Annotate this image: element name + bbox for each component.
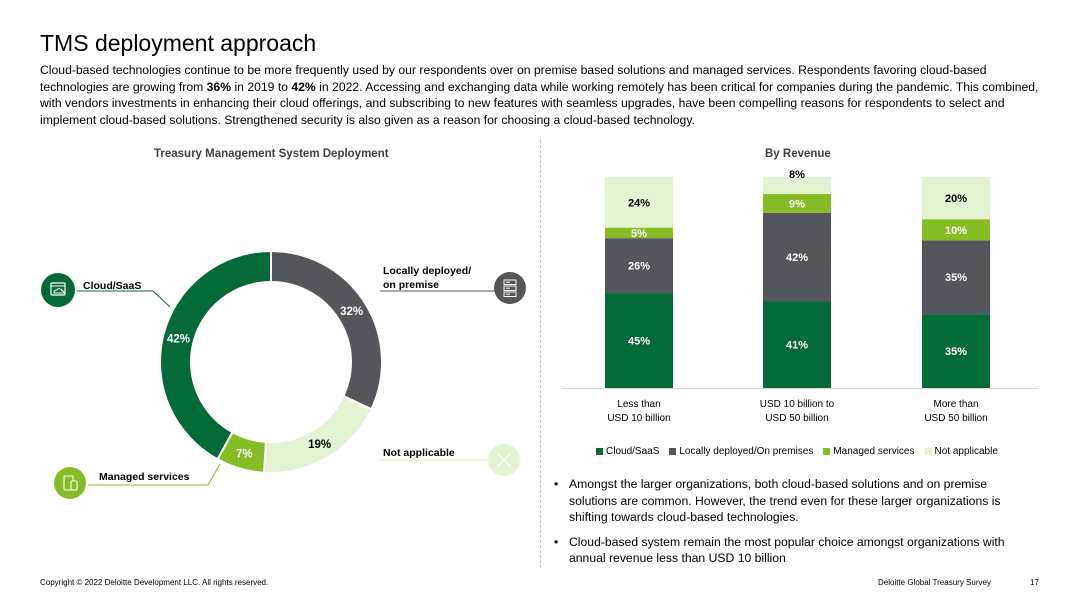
donut-slice-label: 32% bbox=[340, 306, 363, 318]
donut-slice-label: 7% bbox=[236, 449, 253, 461]
bar-segment bbox=[922, 314, 990, 388]
bar-data-label: 41% bbox=[786, 340, 808, 352]
donut-chart: 32% 19% 7% 42% bbox=[159, 249, 383, 474]
bar-data-label: 26% bbox=[628, 261, 650, 273]
server-icon bbox=[494, 272, 526, 304]
section-divider bbox=[540, 140, 541, 568]
bar-data-label: 20% bbox=[945, 193, 967, 205]
intro-paragraph: Cloud-based technologies continue to be … bbox=[40, 63, 1039, 127]
donut-slice-label: 42% bbox=[167, 333, 190, 345]
donut-slice bbox=[262, 394, 373, 474]
bar-data-label: 8% bbox=[789, 169, 805, 181]
x-tick-label: USD 50 billion bbox=[924, 413, 987, 424]
x-tick-label: More than bbox=[933, 399, 978, 410]
insight-bullets: Amongst the larger organizations, both c… bbox=[552, 476, 1022, 575]
x-tick-label: USD 10 billion to bbox=[760, 399, 835, 410]
callout-not-applicable-label: Not applicable bbox=[383, 447, 455, 459]
bar-segment bbox=[922, 219, 990, 241]
intro-bold-2019: 36% bbox=[206, 79, 232, 94]
callout-local-label: Locally deployed/on premise bbox=[383, 265, 472, 291]
cloud-window-icon bbox=[41, 273, 75, 307]
bar-segment bbox=[605, 238, 673, 294]
callout-cloud-label: Cloud/SaaS bbox=[83, 280, 142, 292]
bar-segment bbox=[605, 177, 673, 228]
footer-copyright: Copyright © 2022 Deloitte Development LL… bbox=[40, 578, 269, 587]
bar-data-label: 42% bbox=[786, 252, 808, 264]
legend-label: Cloud/SaaS bbox=[606, 446, 660, 457]
bar-chart-title: By Revenue bbox=[765, 148, 831, 160]
bar-segment bbox=[763, 212, 831, 302]
legend-item: Cloud/SaaS bbox=[596, 446, 659, 457]
legend-swatch bbox=[669, 448, 677, 455]
bar-segment bbox=[605, 293, 673, 388]
bar-segment bbox=[763, 193, 831, 213]
donut-slice bbox=[159, 249, 272, 461]
x-tick-label: USD 50 billion bbox=[765, 413, 828, 424]
bullet-item: Amongst the larger organizations, both c… bbox=[552, 476, 1022, 526]
footer-page-number: 17 bbox=[1030, 578, 1039, 587]
bar-segment bbox=[922, 177, 990, 220]
stacked-bar-chart: 45% 26% 5% 24% Less than USD 10 billion 41% 42%… bbox=[562, 169, 1038, 424]
legend-swatch bbox=[924, 448, 932, 455]
bar-chart-legend: Cloud/SaaS Locally deployed/On premises Ma… bbox=[596, 446, 998, 457]
bar-data-label: 24% bbox=[628, 197, 650, 209]
x-tick-label: Less than bbox=[617, 399, 660, 410]
callout-managed-label: Managed services bbox=[99, 471, 190, 483]
footer-survey-name: Deloitte Global Treasury Survey bbox=[878, 578, 991, 587]
intro-bold-2022: 42% bbox=[291, 79, 316, 94]
legend-label: Locally deployed/On premises bbox=[679, 446, 814, 457]
bar-data-label: 5% bbox=[631, 228, 647, 240]
x-tick-label: USD 10 billion bbox=[607, 413, 670, 424]
bar-data-label: 9% bbox=[789, 198, 805, 210]
bar-data-label: 35% bbox=[945, 346, 967, 358]
bar-segment bbox=[763, 301, 831, 388]
cross-icon bbox=[488, 444, 520, 476]
donut-chart-title: Treasury Management System Deployment bbox=[154, 148, 389, 160]
device-icon bbox=[54, 467, 86, 499]
donut-slice-label: 19% bbox=[308, 439, 331, 451]
legend-label: Managed services bbox=[833, 446, 915, 457]
bar-data-label: 35% bbox=[945, 272, 967, 284]
page-title: TMS deployment approach bbox=[40, 30, 317, 56]
legend-item: Not applicable bbox=[924, 446, 998, 457]
donut-slice bbox=[270, 249, 383, 411]
legend-swatch bbox=[596, 448, 603, 455]
bullet-item: Cloud-based system remain the most popul… bbox=[552, 534, 1022, 567]
bar-data-label: 45% bbox=[628, 336, 650, 348]
legend-swatch bbox=[823, 448, 831, 455]
bar-segment bbox=[605, 227, 673, 239]
legend-label: Not applicable bbox=[934, 446, 998, 457]
bar-data-label: 10% bbox=[945, 225, 967, 237]
legend-item: Locally deployed/On premises bbox=[669, 446, 813, 457]
legend-item: Managed services bbox=[823, 446, 915, 457]
bar-segment bbox=[763, 177, 831, 194]
bar-segment bbox=[922, 240, 990, 315]
